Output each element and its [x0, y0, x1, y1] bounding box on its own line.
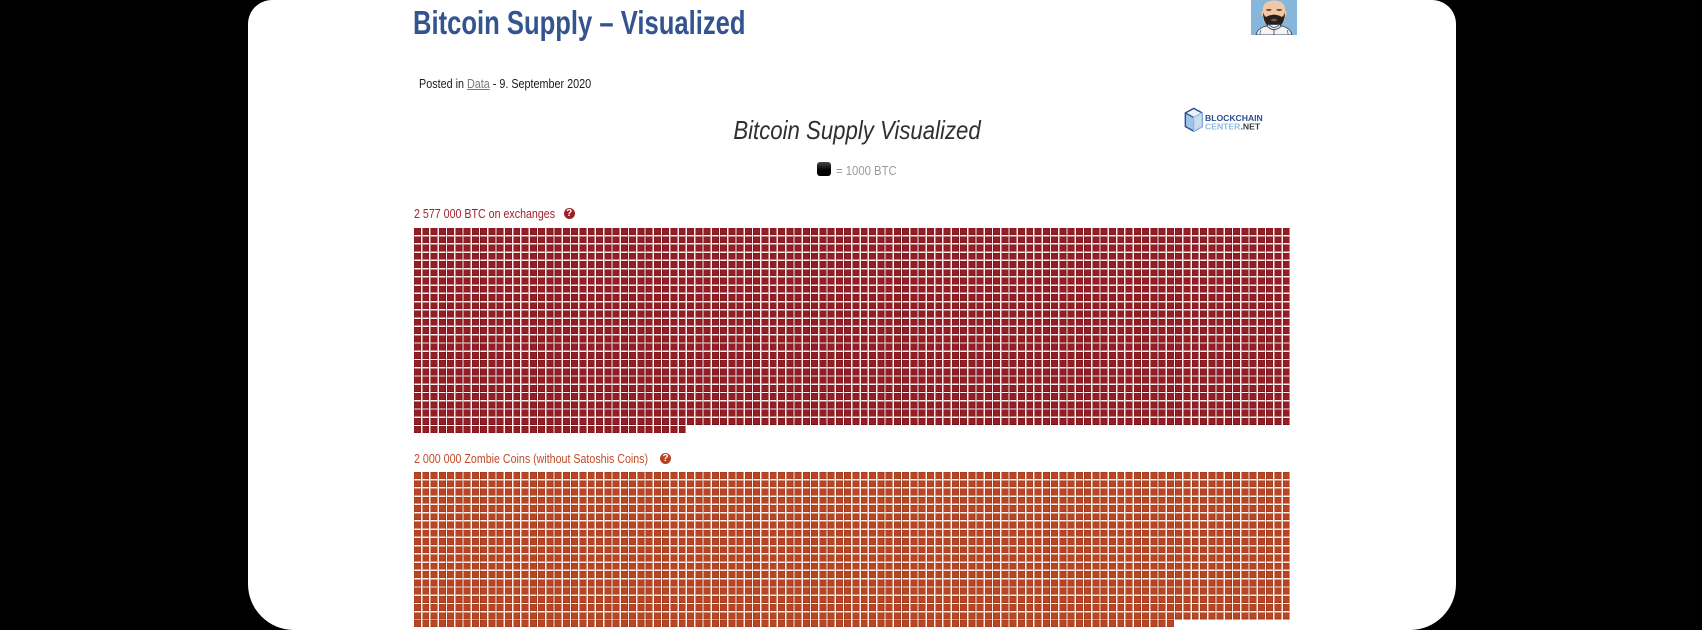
svg-text:.NET: .NET [1241, 122, 1261, 132]
svg-text:CENTER: CENTER [1205, 122, 1241, 132]
svg-text:BLOCKCHAIN: BLOCKCHAIN [1205, 113, 1263, 123]
